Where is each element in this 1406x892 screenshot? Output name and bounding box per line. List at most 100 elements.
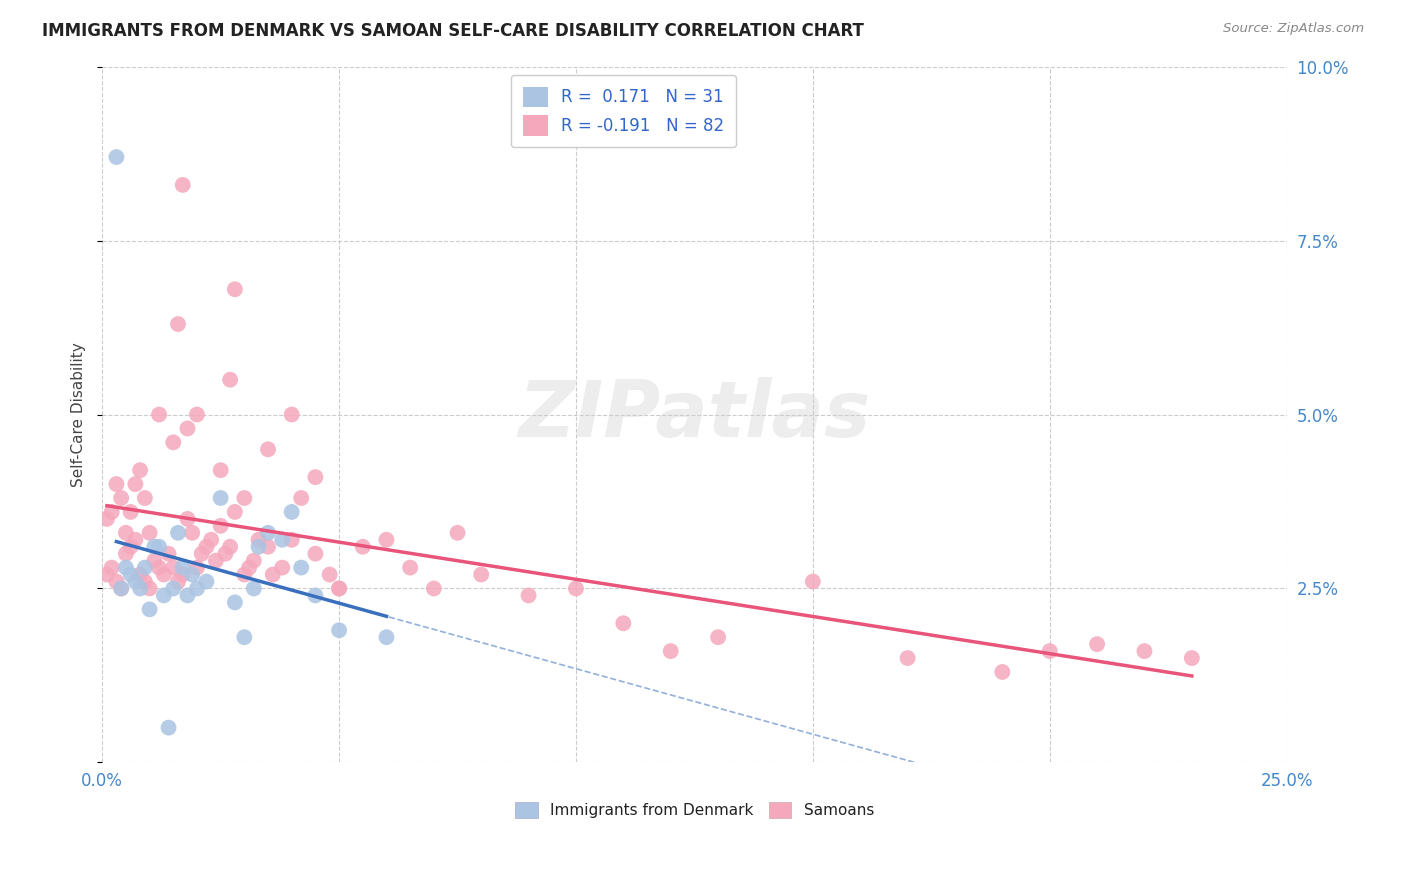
- Point: [517, 589, 540, 603]
- Point: [162, 582, 184, 596]
- Point: [148, 540, 170, 554]
- Point: [1039, 644, 1062, 658]
- Point: [801, 574, 824, 589]
- Point: [200, 533, 222, 547]
- Point: [195, 574, 218, 589]
- Point: [110, 491, 132, 505]
- Point: [233, 491, 256, 505]
- Point: [707, 630, 730, 644]
- Point: [96, 512, 118, 526]
- Text: Source: ZipAtlas.com: Source: ZipAtlas.com: [1223, 22, 1364, 36]
- Point: [100, 505, 122, 519]
- Point: [162, 435, 184, 450]
- Point: [565, 582, 588, 596]
- Point: [271, 560, 294, 574]
- Point: [143, 540, 166, 554]
- Point: [280, 408, 302, 422]
- Point: [375, 533, 398, 547]
- Point: [318, 567, 340, 582]
- Point: [167, 525, 190, 540]
- Point: [224, 505, 246, 519]
- Point: [134, 491, 156, 505]
- Point: [219, 373, 242, 387]
- Point: [134, 574, 156, 589]
- Point: [257, 525, 280, 540]
- Point: [172, 567, 194, 582]
- Y-axis label: Self-Care Disability: Self-Care Disability: [72, 343, 86, 487]
- Point: [1181, 651, 1204, 665]
- Point: [375, 630, 398, 644]
- Point: [105, 477, 128, 491]
- Point: [148, 408, 170, 422]
- Point: [96, 567, 118, 582]
- Point: [153, 589, 176, 603]
- Legend: Immigrants from Denmark, Samoans: Immigrants from Denmark, Samoans: [509, 797, 880, 824]
- Point: [115, 560, 138, 574]
- Point: [124, 533, 146, 547]
- Point: [148, 560, 170, 574]
- Point: [991, 665, 1014, 679]
- Point: [243, 554, 266, 568]
- Point: [352, 540, 374, 554]
- Point: [257, 540, 280, 554]
- Point: [304, 470, 326, 484]
- Point: [612, 616, 634, 631]
- Point: [243, 582, 266, 596]
- Point: [224, 595, 246, 609]
- Point: [115, 547, 138, 561]
- Point: [120, 567, 142, 582]
- Point: [167, 317, 190, 331]
- Point: [172, 178, 194, 192]
- Point: [262, 567, 284, 582]
- Point: [129, 582, 152, 596]
- Point: [124, 477, 146, 491]
- Point: [209, 519, 232, 533]
- Point: [233, 567, 256, 582]
- Point: [233, 630, 256, 644]
- Point: [470, 567, 492, 582]
- Text: IMMIGRANTS FROM DENMARK VS SAMOAN SELF-CARE DISABILITY CORRELATION CHART: IMMIGRANTS FROM DENMARK VS SAMOAN SELF-C…: [42, 22, 865, 40]
- Point: [110, 582, 132, 596]
- Point: [181, 567, 204, 582]
- Point: [115, 525, 138, 540]
- Text: ZIPatlas: ZIPatlas: [519, 376, 870, 452]
- Point: [195, 540, 218, 554]
- Point: [209, 491, 232, 505]
- Point: [129, 463, 152, 477]
- Point: [1133, 644, 1156, 658]
- Point: [247, 540, 270, 554]
- Point: [124, 574, 146, 589]
- Point: [897, 651, 920, 665]
- Point: [138, 525, 160, 540]
- Point: [176, 512, 198, 526]
- Point: [290, 560, 312, 574]
- Point: [157, 547, 180, 561]
- Point: [186, 582, 208, 596]
- Point: [271, 533, 294, 547]
- Point: [120, 540, 142, 554]
- Point: [214, 547, 236, 561]
- Point: [399, 560, 422, 574]
- Point: [138, 582, 160, 596]
- Point: [1085, 637, 1108, 651]
- Point: [328, 624, 350, 638]
- Point: [100, 560, 122, 574]
- Point: [224, 282, 246, 296]
- Point: [167, 574, 190, 589]
- Point: [304, 547, 326, 561]
- Point: [328, 582, 350, 596]
- Point: [120, 505, 142, 519]
- Point: [105, 150, 128, 164]
- Point: [134, 560, 156, 574]
- Point: [157, 721, 180, 735]
- Point: [280, 505, 302, 519]
- Point: [257, 442, 280, 457]
- Point: [162, 560, 184, 574]
- Point: [172, 560, 194, 574]
- Point: [129, 567, 152, 582]
- Point: [143, 554, 166, 568]
- Point: [181, 525, 204, 540]
- Point: [446, 525, 468, 540]
- Point: [659, 644, 682, 658]
- Point: [247, 533, 270, 547]
